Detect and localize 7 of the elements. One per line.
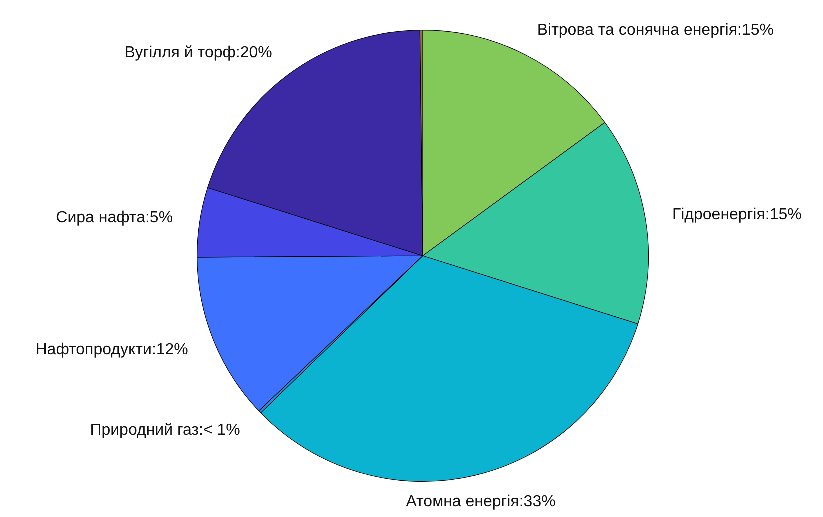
- slice-label: Вітрова та сонячна енергія:15%: [537, 22, 774, 39]
- slice-label: Атомна енергія:33%: [406, 493, 556, 510]
- slice-label: Вугілля й торф:20%: [124, 44, 272, 62]
- slice-label: Природний газ:< 1%: [90, 422, 240, 440]
- slice-label: Нафтопродукти:12%: [36, 342, 188, 359]
- slice-label: Сира нафта:5%: [56, 210, 174, 227]
- slice-label: Гідроенергія:15%: [672, 206, 802, 224]
